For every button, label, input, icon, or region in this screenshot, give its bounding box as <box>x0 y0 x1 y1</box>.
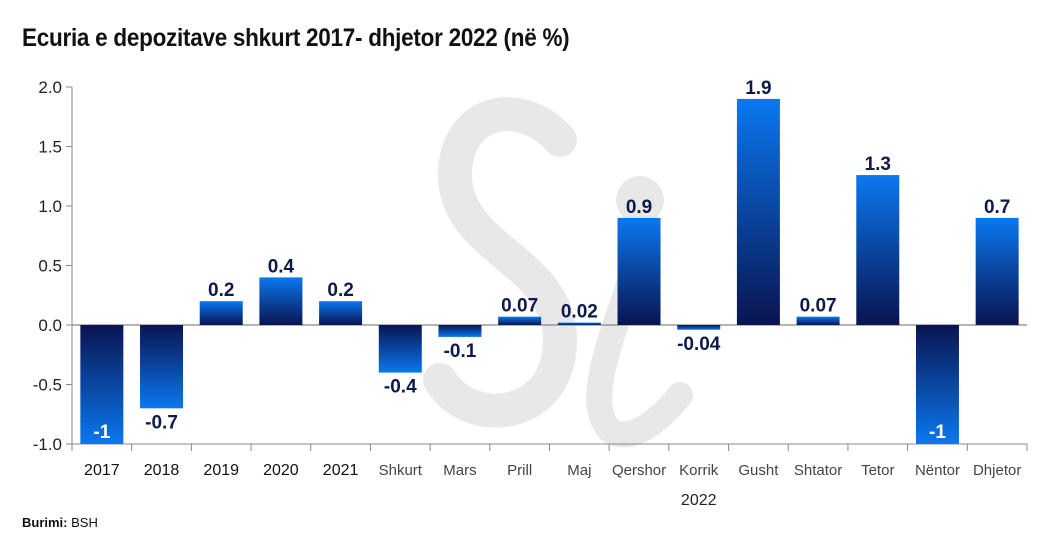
chart-title: Ecuria e depozitave shkurt 2017- dhjetor… <box>22 24 570 52</box>
data-label: 0.02 <box>561 302 598 323</box>
watermark-i-dot <box>616 176 664 224</box>
bar-Korrik <box>677 325 721 330</box>
bar-Mars <box>438 325 482 337</box>
bar-Prill <box>498 316 542 325</box>
source-note: Burimi: BSH <box>22 515 98 530</box>
data-label: 0.07 <box>800 296 837 317</box>
x-tick-label: Shkurt <box>379 462 423 479</box>
data-label: 0.07 <box>501 296 538 317</box>
bar-2018 <box>140 325 184 409</box>
data-label: 0.9 <box>626 197 652 218</box>
y-tick-label: 0.0 <box>38 316 62 335</box>
data-label: -0.1 <box>444 341 477 362</box>
data-label: 0.7 <box>984 197 1010 218</box>
watermark-s-shape <box>423 97 578 428</box>
x-tick-label: Mars <box>443 462 476 479</box>
x-tick-label: 2021 <box>323 462 359 479</box>
data-label: -1 <box>93 422 110 443</box>
y-tick-label: -0.5 <box>33 376 62 395</box>
bar-Tetor <box>856 175 900 325</box>
bar-Nëntor <box>915 325 959 444</box>
x-tick-label: Shtator <box>794 462 842 479</box>
bar-Maj <box>557 322 601 325</box>
source-label: Burimi: <box>22 515 68 530</box>
bar-Shkurt <box>378 325 422 373</box>
y-tick-label: 2.0 <box>38 78 62 97</box>
y-tick-label: 1.5 <box>38 138 62 157</box>
bar-Shtator <box>796 316 840 325</box>
bar-Qershor <box>617 217 661 325</box>
x-tick-label: Maj <box>567 462 591 479</box>
data-label: 0.2 <box>327 280 353 301</box>
bar-Dhjetor <box>975 217 1019 325</box>
data-label: -0.4 <box>384 377 417 398</box>
x-tick-label: 2018 <box>144 462 180 479</box>
group-label: 2022 <box>681 492 717 509</box>
x-tick-label: Qershor <box>612 462 666 479</box>
y-tick-label: 0.5 <box>38 257 62 276</box>
x-tick-label: Gusht <box>738 462 779 479</box>
data-label: -1 <box>929 422 946 443</box>
y-tick-label: -1.0 <box>33 435 62 454</box>
bar-Gusht <box>736 98 780 326</box>
x-tick-label: Tetor <box>861 462 894 479</box>
x-tick-label: 2019 <box>203 462 239 479</box>
y-tick-label: 1.0 <box>38 197 62 216</box>
data-label: 0.4 <box>268 256 295 277</box>
data-label: 1.3 <box>865 154 891 175</box>
x-tick-label: Nëntor <box>915 462 960 479</box>
data-label: 1.9 <box>745 78 771 99</box>
bar-2019 <box>199 301 243 325</box>
x-tick-label: 2017 <box>84 462 120 479</box>
source-value: BSH <box>71 515 98 530</box>
bar-2020 <box>259 277 303 325</box>
data-label: 0.2 <box>208 280 234 301</box>
x-tick-label: Dhjetor <box>973 462 1021 479</box>
data-label: -0.04 <box>677 334 721 355</box>
bar-2021 <box>319 301 363 325</box>
data-label: -0.7 <box>145 412 178 433</box>
x-tick-label: 2020 <box>263 462 299 479</box>
x-tick-label: Prill <box>507 462 532 479</box>
x-tick-label: Korrik <box>679 462 719 479</box>
bar-2017 <box>80 325 124 444</box>
